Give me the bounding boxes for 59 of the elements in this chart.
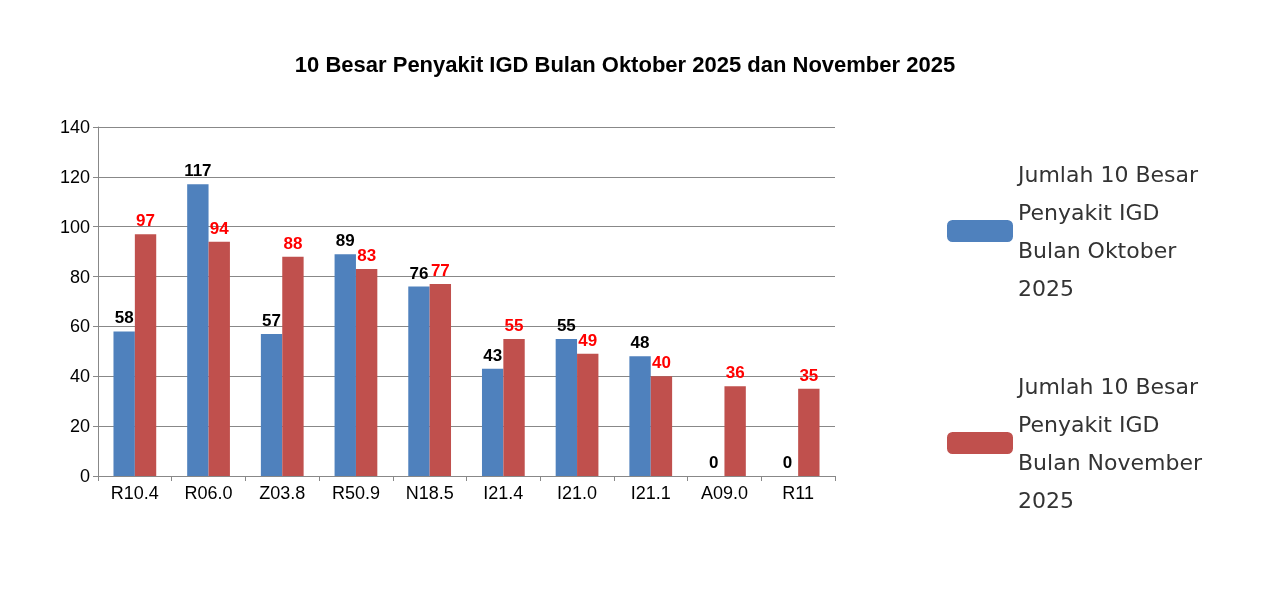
data-label: 48 <box>630 333 650 353</box>
y-tick-label: 20 <box>69 416 90 437</box>
legend-label: Jumlah 10 Besar Penyakit IGD Bulan Oktober 2025 <box>1016 161 1205 301</box>
bar <box>134 234 157 476</box>
data-label: 76 <box>409 263 429 283</box>
data-label: 77 <box>430 261 450 281</box>
bar <box>282 256 304 476</box>
y-tick-label: 100 <box>59 216 90 237</box>
x-tick-label: A09.0 <box>700 483 748 503</box>
x-tick-label: I21.4 <box>483 483 524 503</box>
x-tick-label: I21.0 <box>557 483 598 503</box>
data-label: 97 <box>136 211 155 231</box>
bar <box>650 376 673 476</box>
bar <box>208 241 230 476</box>
data-label: 49 <box>578 330 598 350</box>
y-tick-label: 120 <box>59 166 90 187</box>
bar <box>355 269 378 476</box>
bar <box>503 338 525 476</box>
data-label: 0 <box>782 453 793 472</box>
data-label: 94 <box>209 218 230 238</box>
data-label: 89 <box>335 231 355 251</box>
chart-title: 10 Besar Penyakit IGD Bulan Oktober 2025 dan November 2025 <box>294 51 956 77</box>
bar <box>629 356 651 476</box>
data-label: 55 <box>556 315 576 335</box>
x-tick-label: I21.1 <box>630 483 671 503</box>
data-label: 43 <box>483 345 503 365</box>
legend-label: Jumlah 10 Besar Penyakit IGD Bulan November 2025 <box>1016 373 1210 513</box>
bar <box>334 254 356 476</box>
bar <box>798 388 820 476</box>
bar <box>408 286 430 476</box>
data-label: 35 <box>799 365 819 385</box>
y-tick-label: 140 <box>59 117 90 137</box>
data-label: 40 <box>651 353 671 373</box>
x-tick-label: Z03.8 <box>259 483 306 503</box>
bar <box>724 386 746 476</box>
bar <box>481 368 504 476</box>
data-label: 55 <box>504 315 524 335</box>
bar <box>260 333 283 476</box>
y-tick-label: 40 <box>69 366 90 387</box>
data-label: 117 <box>184 161 212 181</box>
bar <box>577 353 599 476</box>
data-label: 58 <box>114 308 134 328</box>
data-label: 57 <box>262 310 282 330</box>
data-label: 83 <box>357 246 377 266</box>
bar <box>187 184 209 476</box>
x-tick-label: N18.5 <box>405 483 454 503</box>
x-tick-label: R50.9 <box>331 483 380 503</box>
y-tick-label: 80 <box>69 266 90 287</box>
bar <box>113 331 135 476</box>
x-tick-label: R11 <box>782 483 814 503</box>
data-label: 36 <box>725 363 745 383</box>
y-tick-label: 60 <box>69 316 90 337</box>
data-label: 88 <box>283 233 303 253</box>
x-tick-label: R10.4 <box>110 483 159 503</box>
bar <box>555 338 578 476</box>
x-tick-label: R06.0 <box>184 483 233 503</box>
bar <box>429 284 452 476</box>
data-label: 0 <box>709 453 719 472</box>
y-tick-label: 0 <box>79 466 90 486</box>
